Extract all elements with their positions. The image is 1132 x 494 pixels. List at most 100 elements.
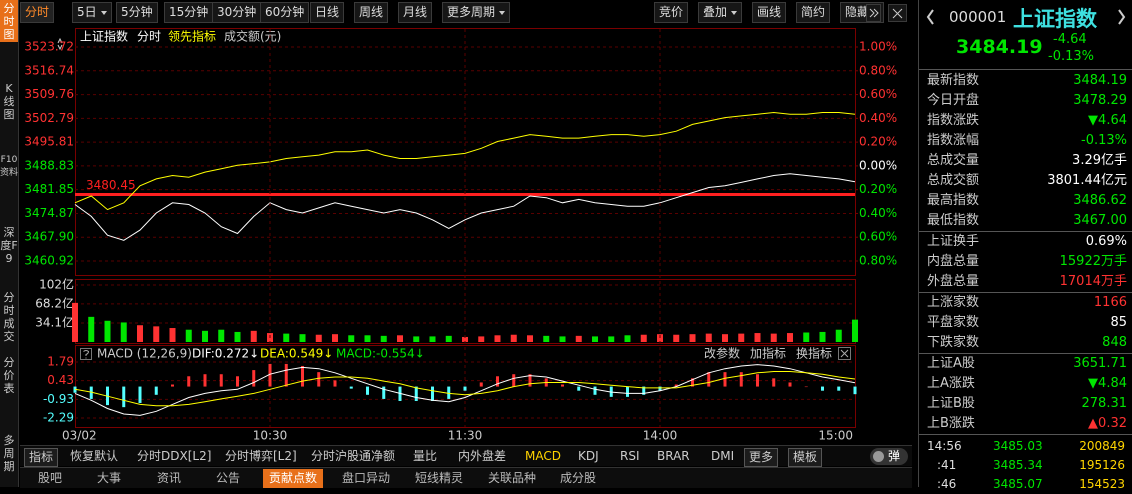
legend-entry: DIF:0.272↓	[192, 347, 259, 361]
dropdown-arrow	[731, 10, 738, 15]
tool-button[interactable]: 竞价	[654, 2, 689, 23]
volume-bar	[250, 330, 257, 342]
quote-row: 最新指数 3484.19	[923, 71, 1129, 91]
indicator-tab[interactable]: KDJ	[578, 449, 599, 463]
indicator-tab[interactable]: RSI	[620, 449, 640, 463]
side-tab[interactable]: 深度F9	[0, 226, 18, 265]
bottom-tab[interactable]: 盘口异动	[342, 471, 391, 485]
volume-bar	[835, 329, 842, 342]
macd-bar	[414, 386, 418, 401]
quote-row: 上B涨跌 ▲0.32	[923, 414, 1129, 434]
period-tab[interactable]: 更多周期	[442, 2, 511, 23]
macd-bar	[187, 376, 191, 387]
quote-label: 总成交额	[927, 173, 980, 188]
tool-label: 叠加	[703, 5, 728, 19]
bottom-tab[interactable]: 成分股	[560, 471, 597, 485]
separator	[919, 434, 1132, 435]
side-tab[interactable]: 分时图	[0, 0, 18, 42]
macd-bar	[691, 378, 694, 387]
side-tab[interactable]: 分时成交	[3, 291, 15, 343]
indicator-button[interactable]: 改参数	[704, 346, 740, 361]
side-tab[interactable]: 多周期	[3, 434, 15, 473]
volume-bar	[120, 322, 127, 342]
period-tab[interactable]: 15分钟	[164, 2, 214, 23]
popup-label: 弹	[888, 449, 901, 463]
bottom-tab[interactable]: 贡献点数	[263, 469, 324, 488]
quote-row: 平盘家数 85	[923, 313, 1129, 333]
indicator-tab[interactable]: 分时沪股通净额	[311, 449, 396, 463]
period-label: 月线	[403, 5, 428, 19]
bottom-tab[interactable]: 资讯	[157, 471, 182, 485]
x-tick-label: 03/02	[62, 429, 97, 443]
macd-bar	[154, 386, 158, 395]
y2-tick-label: 0.60%	[859, 230, 897, 244]
indicator-tab[interactable]: 内外盘差	[458, 449, 507, 463]
tool-label: 竞价	[659, 5, 684, 19]
quote-code: 000001	[949, 8, 1007, 26]
bottom-tab[interactable]: 短线精灵	[415, 471, 464, 485]
indicator-bar: 指标 恢复默认 分时DDX[L2] 分时博弈[L2] 分时沪股通净额 量比 内外盘差 MACD…	[20, 445, 912, 467]
macd-bar	[268, 363, 272, 387]
indicator-tab[interactable]: 分时博弈[L2]	[225, 449, 297, 463]
period-tab[interactable]: 分时	[20, 2, 55, 23]
close-indicator[interactable]	[838, 347, 851, 360]
period-tab[interactable]: 60分钟	[260, 2, 310, 23]
price-line	[74, 173, 856, 241]
bottom-tab[interactable]: 股吧	[38, 471, 63, 485]
popup-toggle[interactable]: 弹	[870, 448, 908, 465]
y2-tick-label: 0.20%	[859, 135, 897, 149]
prev-arrow[interactable]	[926, 9, 934, 25]
tool-button[interactable]: 叠加	[698, 2, 743, 23]
help-icon[interactable]	[80, 348, 92, 360]
separator	[919, 292, 1132, 293]
bottom-tab[interactable]: 公告	[216, 471, 241, 485]
tool-button[interactable]: 简约	[796, 2, 831, 23]
quote-row: 最低指数 3467.00	[923, 211, 1129, 231]
side-tab[interactable]: K线图	[3, 82, 15, 121]
period-tab[interactable]: 月线	[398, 2, 433, 23]
bottom-tab[interactable]: 关联品种	[488, 471, 537, 485]
trade-row: :46 3485.07 154523	[923, 474, 1129, 494]
side-tab[interactable]: 分价表	[3, 356, 15, 395]
indicator-tab[interactable]: DMI	[711, 449, 735, 463]
volume-bar	[315, 334, 322, 342]
y-tick-label: 3460.92	[24, 254, 74, 268]
next-arrow[interactable]	[1118, 9, 1126, 25]
period-tab[interactable]: 30分钟	[212, 2, 262, 23]
y-tick-label: 3467.90	[24, 230, 74, 244]
tool-button[interactable]: 画线	[752, 2, 787, 23]
toggle-knob	[873, 451, 884, 462]
quote-label: 上证B股	[927, 396, 975, 411]
indicator-tab[interactable]: MACD	[525, 449, 561, 463]
indicator-tab[interactable]: BRAR	[657, 449, 690, 463]
indicator-tab[interactable]: 量比	[413, 449, 438, 463]
macd-bar	[333, 380, 337, 387]
volume-bar	[787, 333, 793, 342]
indicator-tab[interactable]: 恢复默认	[70, 449, 119, 463]
side-tab[interactable]: F10资料	[0, 155, 19, 178]
volume-bar	[413, 336, 420, 342]
period-label: 日线	[315, 5, 340, 19]
quote-value: 85	[1110, 315, 1127, 330]
indicator-label[interactable]: 指标	[24, 448, 59, 467]
volume-bar	[234, 331, 241, 342]
indicator-button[interactable]: 换指标	[796, 346, 832, 361]
trade-volume: 200849	[1079, 439, 1125, 453]
period-tab[interactable]: 5分钟	[116, 2, 158, 23]
price-line	[74, 111, 856, 211]
y-tick-label: 102亿	[39, 277, 74, 292]
indicator-button[interactable]: 加指标	[750, 346, 786, 361]
macd-bar	[382, 386, 386, 399]
more-button[interactable]: 更多	[744, 448, 779, 467]
period-tab[interactable]: 日线	[310, 2, 345, 23]
period-tab[interactable]: 周线	[354, 2, 389, 23]
period-label: 60分钟	[265, 5, 305, 19]
trade-price: 3485.07	[993, 477, 1043, 491]
macd-bar	[658, 386, 662, 391]
period-tab[interactable]: 5日	[72, 2, 112, 23]
template-button[interactable]: 模板	[788, 448, 823, 467]
macd-frame	[75, 345, 856, 428]
indicator-tab[interactable]: 分时DDX[L2]	[137, 449, 212, 463]
volume-bar	[559, 336, 566, 342]
bottom-tab[interactable]: 大事	[97, 471, 122, 485]
